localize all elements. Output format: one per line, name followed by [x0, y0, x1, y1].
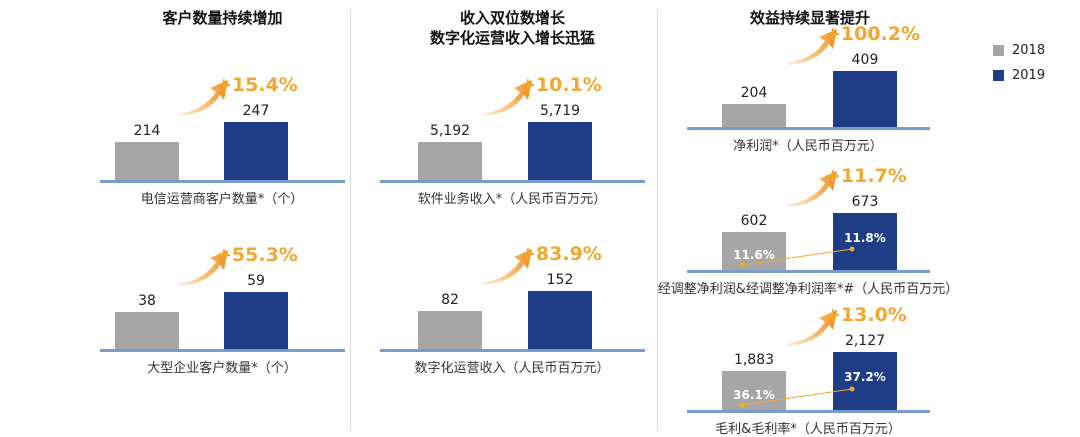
growth-arrow-icon [482, 80, 532, 116]
baseline [100, 349, 345, 352]
chart-label: 大型企业客户数量*（个） [147, 361, 297, 376]
rate-point [849, 246, 855, 252]
bar-2018 [115, 142, 179, 180]
baseline [100, 180, 345, 183]
chart-label: 经调整净利润&经调整净利润率*#（人民币百万元） [657, 282, 959, 297]
bar-2018 [418, 311, 482, 349]
panel-title-revenue: 收入双位数增长 数字化运营收入增长迅猛 [380, 8, 645, 48]
divider [657, 10, 658, 430]
baseline [380, 180, 645, 183]
legend-swatch [993, 70, 1004, 81]
growth-label: +15.4% [216, 74, 298, 96]
panel-title-profit: 效益持续显著提升 [749, 9, 870, 27]
legend-label: 2018 [1012, 43, 1046, 58]
rate-label-2019: 37.2% [844, 370, 886, 384]
rate-point [849, 386, 855, 392]
bar-2019 [833, 71, 897, 127]
bar-2019 [224, 122, 288, 180]
value-label: 204 [740, 85, 768, 101]
value-label: 82 [441, 292, 459, 308]
baseline [380, 349, 645, 352]
growth-arrow-icon [787, 171, 837, 207]
growth-label: +10.1% [520, 74, 602, 96]
rate-label-2018: 11.6% [733, 248, 775, 262]
growth-arrow-icon [178, 80, 228, 116]
bar-2019 [528, 291, 592, 349]
bar-2019 [833, 213, 897, 270]
baseline [687, 270, 930, 273]
value-label: 38 [138, 293, 156, 309]
rate-point [739, 262, 745, 268]
value-label: 214 [133, 123, 161, 139]
panel-title-customers: 客户数量持续增加 [162, 9, 283, 27]
baseline [687, 127, 930, 130]
chart-label: 毛利&毛利率*（人民币百万元） [715, 422, 901, 437]
rate-trend-line [739, 386, 855, 408]
bar-2019 [833, 352, 897, 410]
legend-swatch [993, 45, 1004, 56]
value-label: 247 [242, 103, 270, 119]
legend-item-2019: 2019 [993, 68, 1045, 83]
growth-label: +11.7% [825, 165, 907, 187]
growth-label: +13.0% [825, 304, 907, 326]
rate-point [739, 402, 745, 408]
bar-2018 [418, 142, 482, 180]
rate-label-2018: 36.1% [733, 388, 775, 402]
bar-2018 [722, 104, 786, 127]
chart-label: 净利润*（人民币百万元） [733, 139, 883, 154]
growth-arrow-icon [787, 310, 837, 346]
value-label: 673 [851, 194, 879, 210]
value-label: 1,883 [733, 352, 775, 368]
growth-label: +100.2% [825, 23, 921, 45]
panel-title-line1: 收入双位数增长 [459, 9, 565, 27]
bar-2018 [115, 312, 179, 349]
legend-item-2018: 2018 [993, 43, 1045, 58]
growth-arrow-icon [178, 250, 228, 286]
chart-label: 电信运营商客户数量*（个） [140, 192, 304, 207]
value-label: 59 [247, 273, 265, 289]
divider [350, 10, 351, 430]
chart-label: 数字化运营收入（人民币百万元） [414, 361, 610, 376]
value-label: 409 [851, 52, 879, 68]
value-label: 5,719 [539, 103, 581, 119]
baseline [687, 410, 930, 413]
value-label: 152 [546, 272, 574, 288]
chart-label: 软件业务收入*（人民币百万元） [417, 192, 607, 207]
value-label: 5,192 [429, 123, 471, 139]
growth-arrow-icon [482, 249, 532, 285]
value-label: 2,127 [844, 333, 886, 349]
legend-label: 2019 [1012, 68, 1046, 83]
rate-trend-line [739, 246, 855, 268]
growth-arrow-icon [787, 29, 837, 65]
bar-2019 [224, 292, 288, 349]
panel-title-line2: 数字化运营收入增长迅猛 [429, 29, 595, 47]
growth-label: +55.3% [216, 244, 298, 266]
bar-2019 [528, 122, 592, 180]
rate-label-2019: 11.8% [844, 231, 886, 245]
value-label: 602 [740, 213, 768, 229]
growth-label: +83.9% [520, 243, 602, 265]
